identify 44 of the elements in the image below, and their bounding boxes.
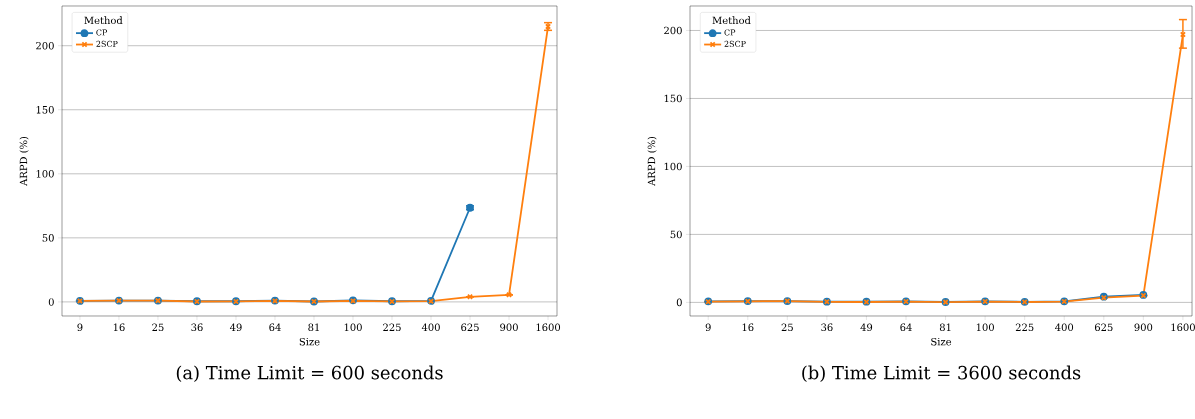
- legend-title: Method: [712, 16, 751, 25]
- x-tick-label: 25: [781, 323, 793, 332]
- x-tick-label: 25: [152, 323, 164, 332]
- x-tick-label: 49: [860, 323, 873, 332]
- y-tick-label: 100: [36, 170, 54, 178]
- x-tick-label: 400: [1055, 323, 1074, 332]
- y-tick-label: 50: [42, 234, 54, 242]
- y-tick-label: 150: [36, 105, 54, 114]
- text: (a) Time Limit = 600 seconds: [176, 365, 443, 382]
- x-tick-label: 100: [344, 323, 362, 332]
- x-tick-label: 81: [939, 323, 951, 332]
- x-tick-label: 900: [1134, 323, 1153, 332]
- x-tick-label: 625: [1094, 323, 1113, 332]
- y-tick-label: 0: [676, 298, 682, 307]
- x-tick-label: 64: [900, 323, 912, 332]
- x-axis-title: Size: [299, 337, 320, 346]
- x-tick-label: 225: [383, 323, 401, 332]
- y-axis-title: ARPD (%): [647, 136, 657, 186]
- x-tick-label: 625: [461, 323, 479, 332]
- x-tick-label: 400: [421, 323, 440, 332]
- y-tick-label: 100: [664, 162, 682, 171]
- y-tick-label: 0: [48, 298, 54, 306]
- x-tick-label: 9: [705, 323, 711, 332]
- y-tick-label: 200: [664, 26, 682, 35]
- x-tick-label: 225: [1015, 323, 1034, 332]
- text: (b) Time Limit = 3600 seconds: [802, 365, 1081, 382]
- x-tick-label: 36: [821, 323, 833, 332]
- x-tick-label: 100: [976, 323, 994, 332]
- y-tick-label: 50: [670, 230, 682, 239]
- y-tick-label: 150: [664, 94, 682, 103]
- x-tick-label: 1600: [1171, 323, 1195, 332]
- x-axis-title: Size: [931, 337, 952, 346]
- y-axis-title: ARPD (%): [19, 136, 29, 186]
- y-tick-label: 200: [36, 41, 54, 50]
- x-tick-label: 1600: [536, 323, 561, 332]
- x-tick-label: 49: [229, 323, 242, 332]
- x-tick-label: 900: [500, 323, 518, 332]
- x-tick-label: 9: [77, 323, 83, 332]
- x-tick-label: 16: [113, 323, 125, 332]
- x-tick-label: 36: [191, 323, 203, 332]
- x-tick-label: 81: [308, 323, 319, 332]
- legend-title: Method: [84, 16, 123, 25]
- x-tick-label: 16: [742, 323, 754, 332]
- x-tick-label: 64: [269, 323, 281, 332]
